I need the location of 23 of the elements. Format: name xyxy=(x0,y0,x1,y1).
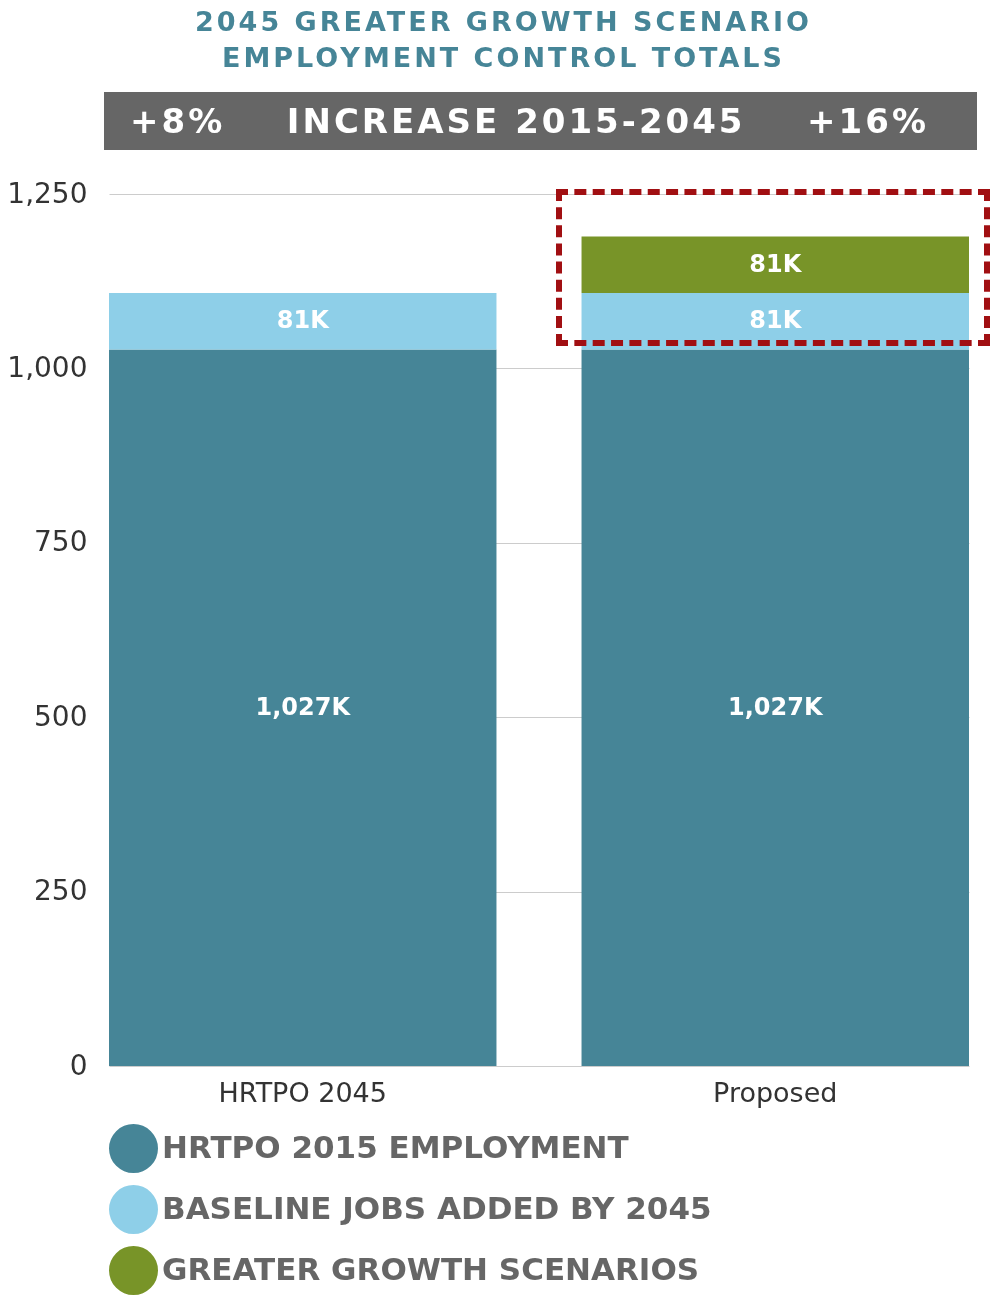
y-tick-label: 500 xyxy=(34,699,88,733)
y-tick-label: 1,250 xyxy=(7,176,88,210)
y-tick-label: 1,000 xyxy=(7,350,88,384)
data-label: 1,027K xyxy=(728,692,824,721)
data-label: 81K xyxy=(749,249,803,278)
text: +16% xyxy=(807,101,929,141)
bar xyxy=(109,349,497,1066)
legend-label: GREATER GROWTH SCENARIOS xyxy=(162,1250,700,1287)
data-label: 1,027K xyxy=(255,692,352,721)
y-tick-label: 0 xyxy=(69,1048,88,1082)
legend-label: BASELINE JOBS ADDED BY 2045 xyxy=(162,1189,712,1226)
bar xyxy=(109,293,497,350)
data-label: 81K xyxy=(749,306,803,335)
bar xyxy=(581,349,969,1066)
text: +8% xyxy=(130,101,226,141)
y-tick-label: 250 xyxy=(34,874,88,908)
text: INCREASE 2015-2045 xyxy=(286,101,746,141)
legend-label: HRTPO 2015 EMPLOYMENT xyxy=(162,1128,629,1165)
x-tick-label: HRTPO 2045 xyxy=(218,1076,387,1108)
x-tick-label: Proposed xyxy=(713,1076,838,1108)
data-label: 81K xyxy=(276,306,331,335)
y-tick-label: 750 xyxy=(34,525,88,559)
chart-title: 2045 GREATER GROWTH SCENARIO EMPLOYMENT CONTROL TOTALS xyxy=(194,5,813,75)
